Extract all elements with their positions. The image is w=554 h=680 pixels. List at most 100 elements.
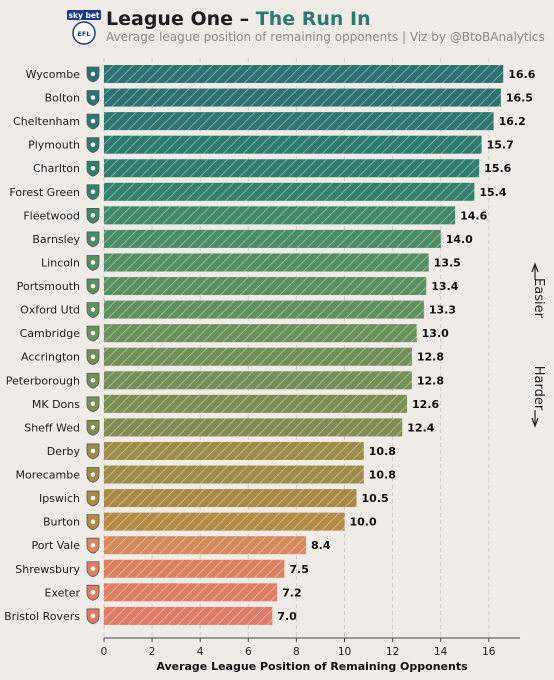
team-crest-emblem	[90, 378, 96, 383]
bar-hatch	[104, 583, 278, 602]
team-label: Cheltenham	[13, 115, 80, 128]
team-label: Oxford Utd	[20, 304, 80, 317]
bar-hatch	[104, 394, 408, 413]
bar-hatch	[104, 65, 504, 83]
bar-hatch	[104, 277, 427, 296]
team-label: Sheff Wed	[24, 421, 80, 434]
team-label: Wycombe	[26, 68, 81, 81]
team-crest-emblem	[90, 495, 96, 501]
value-label: 15.4	[479, 186, 506, 199]
team-label: Bristol Rovers	[4, 610, 80, 623]
team-labels: Wycombe Bolton Cheltenham Plymouth Charlton F…	[4, 68, 80, 623]
team-crests	[86, 66, 100, 625]
team-label: Bolton	[45, 92, 80, 105]
team-label: Forest Green	[9, 186, 80, 199]
team-label: Exeter	[45, 586, 81, 599]
team-label: Burton	[43, 516, 80, 529]
team-label: Peterborough	[6, 374, 80, 387]
title-accent: The Run In	[255, 8, 371, 30]
value-label: 13.4	[431, 280, 458, 293]
team-crest-emblem	[90, 71, 96, 77]
team-label: Fleetwood	[23, 209, 80, 222]
difficulty-annotation: Easier Harder	[531, 262, 546, 428]
sky-bet-efl-logo: sky bet EFL	[67, 10, 101, 46]
team-label: Ipswich	[39, 492, 80, 505]
bar-hatch	[104, 465, 364, 484]
x-axis-title: Average League Position of Remaining Opp…	[156, 660, 468, 673]
value-label: 10.5	[362, 492, 389, 505]
x-tick-label: 0	[101, 646, 108, 658]
bar-hatch	[104, 324, 417, 343]
bar-hatch	[104, 206, 456, 225]
team-label: Cambridge	[20, 327, 81, 340]
easier-label: Easier	[531, 278, 546, 319]
value-label: 10.8	[369, 469, 396, 482]
value-label: 16.2	[499, 115, 526, 128]
team-label: Plymouth	[28, 139, 80, 152]
value-label: 15.7	[487, 139, 514, 152]
team-label: Port Vale	[31, 539, 80, 552]
team-label: Derby	[47, 445, 81, 458]
x-tick-label: 8	[293, 646, 300, 658]
team-crest-emblem	[90, 590, 96, 595]
value-label: 15.6	[484, 162, 511, 175]
team-crest-emblem	[90, 566, 96, 571]
bar-hatch	[104, 182, 475, 201]
value-label: 7.0	[277, 610, 297, 623]
title-main: League One –	[106, 8, 256, 30]
team-label: Barnsley	[32, 233, 80, 246]
value-label: 10.8	[369, 445, 396, 458]
bar-hatch	[104, 159, 480, 178]
arrow-up-icon	[531, 262, 539, 273]
team-crest-emblem	[90, 118, 96, 124]
team-label: Morecambe	[15, 469, 80, 482]
bar-hatch	[104, 347, 412, 366]
bar-hatch	[104, 559, 285, 578]
team-label: Lincoln	[41, 256, 80, 269]
value-label: 10.0	[350, 516, 377, 529]
team-crest-emblem	[90, 283, 96, 289]
bar-hatch	[104, 112, 494, 131]
value-label: 12.6	[412, 398, 439, 411]
bars-group	[104, 65, 504, 625]
team-crest-emblem	[90, 260, 96, 265]
team-crest-emblem	[90, 142, 96, 147]
page-title: League One – The Run In	[106, 8, 371, 30]
bar-hatch	[104, 300, 424, 319]
value-label: 12.8	[417, 351, 444, 364]
value-label: 7.2	[282, 586, 302, 599]
x-tick-label: 6	[245, 646, 252, 658]
team-crest-emblem	[90, 448, 96, 454]
x-tick-label: 12	[386, 646, 399, 658]
team-label: Shrewsbury	[15, 563, 80, 576]
bar-hatch	[104, 371, 412, 390]
value-label: 8.4	[311, 539, 331, 552]
x-tick-label: 10	[338, 646, 351, 658]
team-crest-emblem	[90, 236, 96, 242]
team-crest-emblem	[90, 189, 96, 194]
bar-hatch	[104, 253, 429, 272]
bar-hatch	[104, 88, 501, 107]
value-label: 12.4	[407, 421, 434, 434]
team-label: MK Dons	[32, 398, 80, 411]
bar-hatch	[104, 441, 364, 460]
x-tick-label: 14	[434, 646, 448, 658]
value-label: 13.3	[429, 304, 456, 317]
bar-hatch	[104, 229, 441, 248]
bar-hatch	[104, 512, 345, 531]
team-label: Portsmouth	[17, 280, 80, 293]
team-crest-emblem	[90, 425, 96, 430]
value-label: 14.6	[460, 209, 487, 222]
value-label: 12.8	[417, 374, 444, 387]
value-label: 16.6	[508, 68, 535, 81]
team-crest-emblem	[90, 543, 96, 548]
value-label: 13.0	[422, 327, 449, 340]
page-subtitle: Average league position of remaining opp…	[106, 30, 545, 44]
x-tick-label: 2	[149, 646, 156, 658]
bar-hatch	[104, 606, 273, 625]
logo-brand-text: sky bet	[69, 11, 100, 20]
bar-hatch	[104, 418, 403, 437]
team-crest-emblem	[90, 213, 96, 218]
team-crest-emblem	[90, 401, 96, 407]
